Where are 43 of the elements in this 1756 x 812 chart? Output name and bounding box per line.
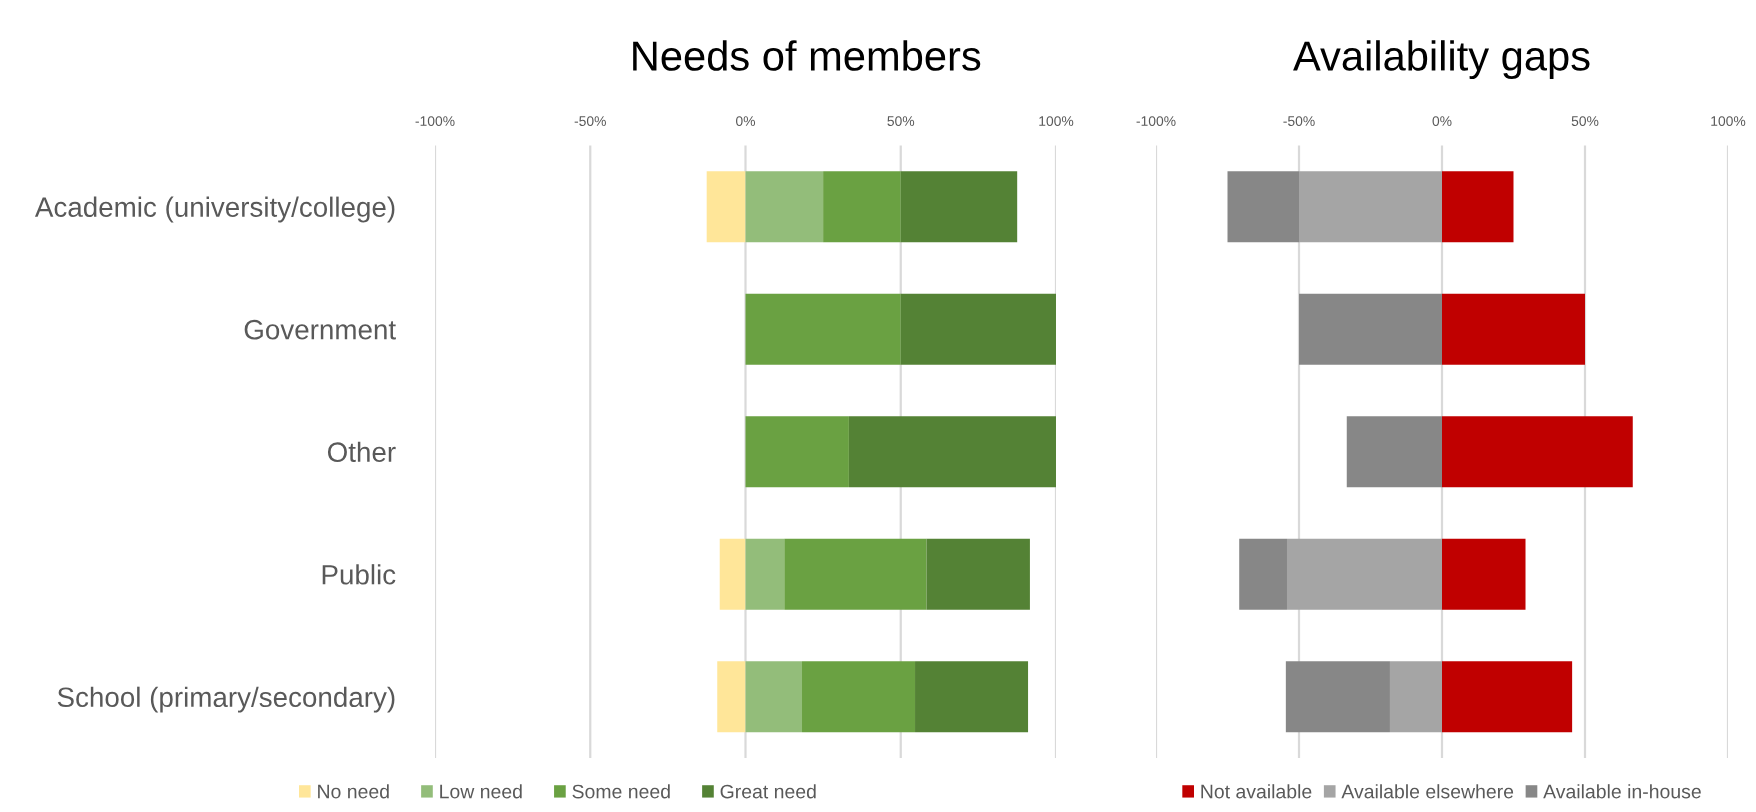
bar (745, 661, 803, 733)
y-tick-label: Academic (university/college) (34, 196, 395, 223)
bar (784, 538, 927, 610)
y-tick-label: Public (322, 564, 396, 585)
bar (1346, 416, 1442, 488)
bar (717, 661, 746, 733)
bar (1299, 171, 1442, 243)
bar (745, 538, 785, 610)
bar (848, 416, 1056, 488)
bar (1442, 661, 1573, 733)
y-tick-label: School (primary/secondary) (57, 686, 395, 713)
bar (926, 538, 1030, 610)
bar (745, 293, 901, 365)
bar (1299, 293, 1442, 365)
legend-label: Low need (440, 784, 522, 799)
bar (1286, 538, 1442, 610)
legend-label: Available elsewhere (1341, 784, 1514, 799)
bar (1442, 293, 1585, 365)
bar (1442, 171, 1514, 243)
bar (719, 538, 746, 610)
legend-label: Great need (720, 784, 816, 799)
bar (1227, 171, 1299, 243)
legend-label: Not available (1201, 784, 1312, 799)
y-tick-label: Other (327, 441, 396, 463)
legend-label: Some need (572, 784, 670, 799)
chart-title: Availability gaps (1293, 40, 1590, 80)
bar (802, 661, 916, 733)
bar (1389, 661, 1442, 733)
bar (900, 171, 1018, 243)
bar (1442, 416, 1633, 488)
bar (1442, 538, 1526, 610)
bar (745, 171, 824, 243)
bar (915, 661, 1029, 733)
bar (706, 171, 746, 243)
bar (1239, 538, 1287, 610)
bar (900, 293, 1056, 365)
bar (1285, 661, 1390, 733)
legend-label: No need (318, 784, 389, 799)
bar (745, 416, 849, 488)
bar (823, 171, 901, 243)
chart-title: Needs of members (633, 40, 981, 71)
legend-label: Available in-house (1543, 784, 1701, 799)
y-tick-label: Government (244, 319, 396, 340)
